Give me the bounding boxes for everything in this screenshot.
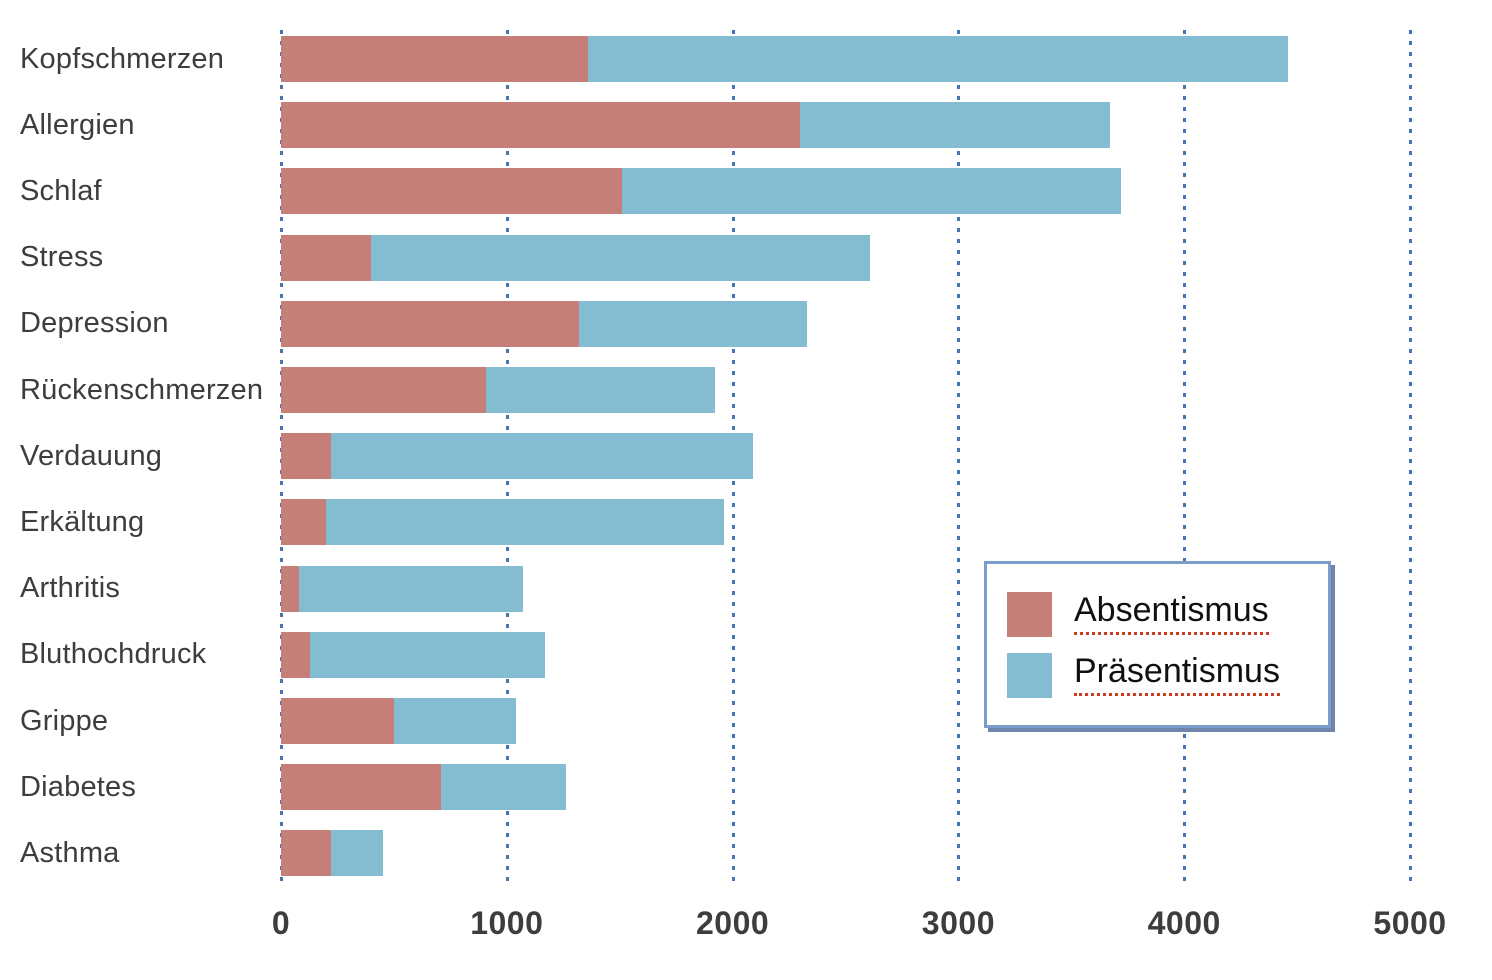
category-label: Verdauung (20, 439, 163, 472)
legend-label[interactable]: Präsentismus (1074, 653, 1280, 696)
legend-item-absentismus[interactable]: Absentismus (1007, 591, 1328, 637)
gridline-4000 (1183, 30, 1187, 888)
bar-segment-präsentismus[interactable] (486, 367, 715, 413)
x-tick-label: 5000 (1373, 905, 1447, 941)
gridline-5000 (1409, 30, 1412, 888)
bar-segment-präsentismus[interactable] (800, 102, 1110, 149)
bar-row-diabetes (281, 764, 566, 811)
legend-item-präsentismus[interactable]: Präsentismus (1007, 652, 1328, 698)
x-tick-label: 1000 (470, 905, 544, 941)
bar-segment-präsentismus[interactable] (326, 499, 724, 546)
bar-segment-präsentismus[interactable] (310, 631, 546, 678)
category-label: Rückenschmerzen (20, 373, 264, 406)
bar-row-asthma (281, 830, 383, 877)
bar-row-grippe (281, 698, 516, 744)
bar-segment-absentismus[interactable] (281, 36, 589, 82)
category-label: Kopfschmerzen (20, 42, 225, 75)
bar-segment-absentismus[interactable] (281, 367, 487, 413)
x-tick-label: 4000 (1147, 905, 1221, 941)
category-label: Erkältung (20, 505, 145, 538)
bar-row-bluthochdruck (281, 631, 546, 678)
bar-segment-präsentismus[interactable] (621, 168, 1121, 215)
bar-row-rückenschmerzen (281, 367, 715, 413)
bar-segment-präsentismus[interactable] (579, 300, 808, 347)
bar-segment-präsentismus[interactable] (371, 234, 871, 281)
bar-segment-absentismus[interactable] (281, 168, 622, 215)
category-label: Bluthochdruck (20, 638, 207, 671)
category-label: Stress (20, 241, 104, 274)
legend-swatch-icon (1007, 591, 1052, 637)
category-label: Arthritis (20, 572, 121, 605)
bar-segment-absentismus[interactable] (281, 433, 331, 480)
bar-row-stress (281, 234, 871, 281)
category-label: Depression (20, 307, 169, 340)
legend-swatch-icon (1007, 652, 1052, 698)
category-label: Allergien (20, 108, 135, 141)
x-tick-label: 3000 (921, 905, 995, 941)
bar-segment-absentismus[interactable] (281, 764, 442, 811)
bar-row-arthritis (281, 565, 523, 612)
category-label: Diabetes (20, 770, 137, 803)
bar-segment-absentismus[interactable] (281, 300, 580, 347)
x-tick-label: 2000 (696, 905, 770, 941)
category-label: Schlaf (20, 174, 102, 207)
bar-row-erkältung (281, 499, 724, 546)
bar-segment-absentismus[interactable] (281, 631, 311, 678)
bar-segment-absentismus[interactable] (281, 830, 331, 877)
category-label: Asthma (20, 836, 120, 869)
bar-row-allergien (281, 102, 1110, 149)
bar-segment-präsentismus[interactable] (299, 565, 523, 612)
bar-segment-absentismus[interactable] (281, 499, 327, 546)
bar-segment-absentismus[interactable] (281, 234, 372, 281)
legend-label[interactable]: Absentismus (1074, 592, 1269, 635)
bar-row-kopfschmerzen (281, 36, 1289, 82)
bar-row-verdauung (281, 433, 753, 480)
bar-segment-präsentismus[interactable] (393, 698, 516, 744)
category-label: Grippe (20, 704, 109, 737)
gridline-3000 (957, 30, 961, 888)
bar-segment-absentismus[interactable] (281, 102, 801, 149)
plot-area (280, 30, 1412, 888)
bar-row-schlaf (281, 168, 1121, 215)
legend: Absentismus Präsentismus (984, 561, 1331, 728)
bar-segment-präsentismus[interactable] (330, 830, 383, 877)
x-tick-label: 0 (271, 905, 291, 941)
bar-row-depression (281, 300, 808, 347)
bar-segment-präsentismus[interactable] (330, 433, 753, 480)
bar-segment-absentismus[interactable] (281, 698, 394, 744)
bar-segment-absentismus[interactable] (281, 565, 300, 612)
bar-segment-präsentismus[interactable] (588, 36, 1289, 82)
bar-segment-präsentismus[interactable] (441, 764, 566, 811)
